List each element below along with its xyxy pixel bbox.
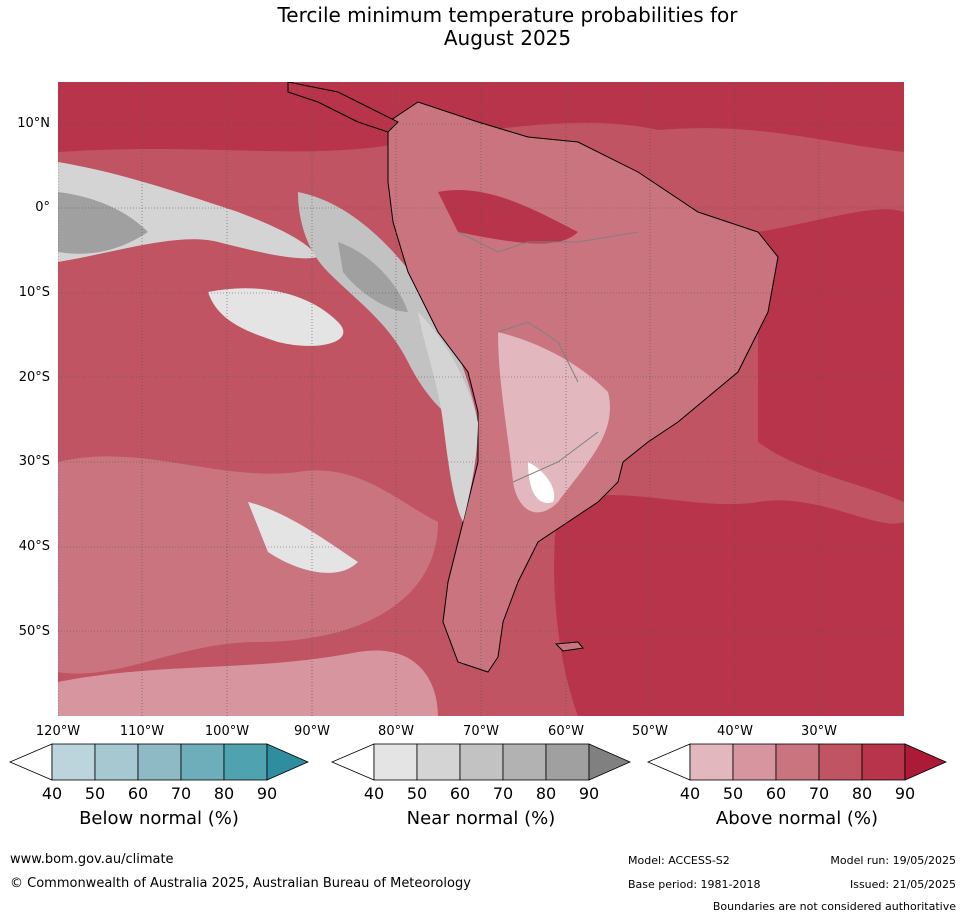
lat-label-30s: 30°S (18, 454, 50, 469)
country-borders (457, 231, 639, 483)
cbar-above-min-arrow (646, 743, 691, 781)
northern-land-high (438, 190, 578, 244)
andes-near-normal (418, 312, 478, 522)
lon-label-40w: 40°W (717, 724, 753, 739)
cbar-below-seg-1 (51, 743, 96, 781)
cbar-above-tick: 40 (679, 784, 701, 803)
cbar-near-seg-1 (373, 743, 418, 781)
footer-base-period: Base period: 1981-2018 (628, 878, 761, 891)
cbar-below-tick: 70 (170, 784, 192, 803)
south-atlantic-high (554, 494, 904, 716)
lon-label-120w: 120°W (35, 724, 81, 739)
cbar-above-tick: 90 (894, 784, 916, 803)
probability-map (58, 82, 904, 716)
near-normal-core-1 (58, 192, 148, 254)
cbar-below-tick: 40 (41, 784, 63, 803)
cbar-below-seg-3 (137, 743, 182, 781)
cbar-above-tick: 50 (722, 784, 744, 803)
pacific-mid-zone (58, 456, 438, 674)
cbar-near-seg-3 (459, 743, 504, 781)
falkland-islands (554, 641, 584, 652)
near-normal-core-2 (338, 242, 408, 312)
lat-label-50s: 50°S (18, 624, 50, 639)
cbar-below-seg-2 (94, 743, 139, 781)
lon-label-60w: 60°W (548, 724, 584, 739)
lon-label-100w: 100°W (204, 724, 250, 739)
cbar-near-seg-4 (502, 743, 547, 781)
east-atlantic-high (758, 209, 904, 502)
near-normal-band-2 (208, 288, 344, 346)
cbar-near-seg-5 (545, 743, 590, 781)
cbar-above-seg-2 (732, 743, 777, 781)
cbar-above-seg-5 (861, 743, 906, 781)
cbar-above-title: Above normal (%) (715, 808, 879, 829)
title-line-1: Tercile minimum temperature probabilitie… (277, 3, 738, 27)
lat-label-20s: 20°S (18, 370, 50, 385)
cbar-below-title: Below normal (%) (79, 808, 239, 829)
cbar-above-seg-1 (689, 743, 734, 781)
cbar-below-max-arrow (266, 743, 309, 781)
cbar-near-tick: 50 (406, 784, 428, 803)
inland-low-prob-zone (498, 332, 610, 513)
lon-label-30w: 30°W (801, 724, 837, 739)
cbar-below-seg-5 (223, 743, 268, 781)
cbar-above-seg-3 (775, 743, 820, 781)
lon-label-50w: 50°W (632, 724, 668, 739)
north-high-band (58, 82, 904, 152)
lon-label-90w: 90°W (294, 724, 330, 739)
cbar-below-min-arrow (8, 743, 53, 781)
lon-gridlines (58, 82, 820, 716)
lon-label-70w: 70°W (463, 724, 499, 739)
lat-label-40s: 40°S (18, 539, 50, 554)
footer-disclaimer: Boundaries are not considered authoritat… (712, 900, 956, 913)
cbar-near-seg-2 (416, 743, 461, 781)
pacific-south-zone (58, 650, 438, 716)
cbar-above-tick: 70 (808, 784, 830, 803)
footer-model-run: Model run: 19/05/2025 (830, 854, 956, 867)
title-line-2: August 2025 (443, 26, 572, 50)
cbar-below-tick: 60 (127, 784, 149, 803)
cbar-near-tick: 80 (535, 784, 557, 803)
lat-label-10s: 10°S (18, 285, 50, 300)
footer-model: Model: ACCESS-S2 (628, 854, 730, 867)
cbar-near-title: Near normal (%) (406, 808, 556, 829)
cbar-above-tick: 80 (851, 784, 873, 803)
cbar-near-max-arrow (588, 743, 631, 781)
colorbar-below-normal (8, 743, 309, 781)
cbar-above-max-arrow (904, 743, 947, 781)
lat-label-10n: 10°N (17, 116, 50, 131)
footer-copyright: © Commonwealth of Australia 2025, Austra… (10, 876, 471, 891)
cbar-below-tick: 80 (213, 784, 235, 803)
cbar-above-tick: 60 (765, 784, 787, 803)
footer-url[interactable]: www.bom.gov.au/climate (10, 852, 174, 867)
cbar-below-seg-4 (180, 743, 225, 781)
lon-label-80w: 80°W (378, 724, 414, 739)
cbar-near-tick: 70 (492, 784, 514, 803)
cbar-below-tick: 50 (84, 784, 106, 803)
colorbar-above-normal (646, 743, 947, 781)
cbar-above-seg-4 (818, 743, 863, 781)
footer-issued: Issued: 21/05/2025 (849, 878, 956, 891)
cbar-near-min-arrow (330, 743, 375, 781)
cbar-near-tick: 40 (363, 784, 385, 803)
map-canvas (58, 82, 904, 716)
cbar-near-tick: 90 (578, 784, 600, 803)
central-america (287, 82, 399, 133)
map-title: Tercile minimum temperature probabilitie… (0, 4, 965, 50)
lat-label-0: 0° (35, 200, 50, 215)
cbar-near-tick: 60 (449, 784, 471, 803)
colorbar-near-normal (330, 743, 631, 781)
near-normal-band-3 (248, 502, 358, 573)
cbar-below-tick: 90 (256, 784, 278, 803)
lon-label-110w: 110°W (119, 724, 165, 739)
